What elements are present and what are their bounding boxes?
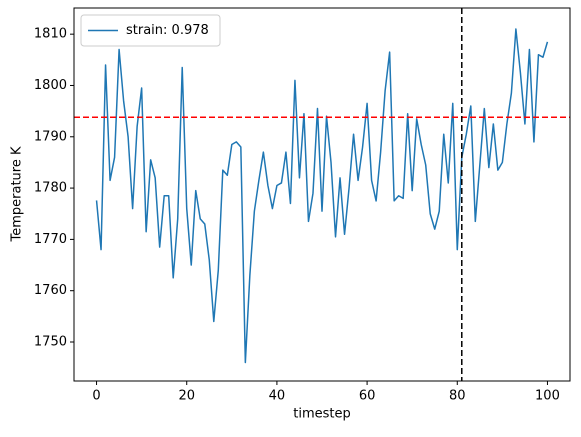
data-line — [95, 28, 549, 364]
legend: strain: 0.978 — [80, 14, 221, 47]
y-tick-label: 1800 — [34, 78, 67, 93]
axes-frame — [73, 7, 571, 382]
x-tick-label: 100 — [535, 389, 560, 404]
y-axis-label: Temperature K — [10, 146, 25, 242]
legend-label: strain: 0.978 — [126, 23, 209, 38]
x-tick-label: 80 — [449, 389, 466, 404]
y-tick-label: 1760 — [34, 283, 67, 298]
y-tick-label: 1810 — [34, 27, 67, 42]
y-tick-label: 1780 — [34, 181, 67, 196]
plot-area — [74, 8, 570, 381]
x-axis-label: timestep — [293, 407, 351, 422]
legend-box — [80, 14, 221, 47]
x-tick-label: 40 — [269, 389, 286, 404]
x-tick-label: 60 — [359, 389, 376, 404]
y-tick-label: 1770 — [34, 232, 67, 247]
x-tick-label: 0 — [92, 389, 100, 404]
y-tick-label: 1750 — [34, 335, 67, 350]
y-tick-label: 1790 — [34, 129, 67, 144]
x-tick-label: 20 — [178, 389, 195, 404]
